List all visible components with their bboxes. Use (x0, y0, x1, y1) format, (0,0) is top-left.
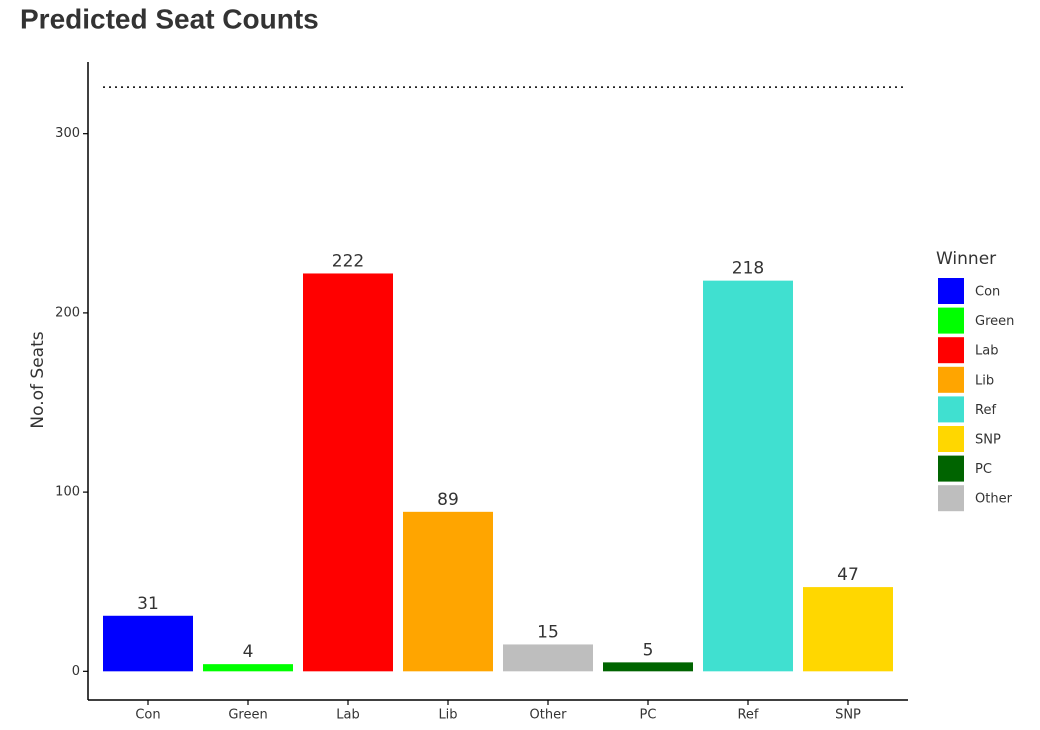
legend-swatch (938, 426, 964, 452)
legend-label: SNP (975, 433, 1001, 448)
y-tick-label: 300 (55, 126, 80, 141)
data-label: 218 (732, 259, 764, 279)
x-tick-label: Lab (336, 708, 359, 723)
legend-title: Winner (936, 249, 996, 269)
data-label: 31 (137, 594, 159, 614)
x-tick-label: PC (640, 708, 657, 723)
y-tick-label: 100 (55, 485, 80, 500)
x-tick-label: Ref (737, 708, 758, 723)
bar (503, 644, 593, 672)
bar (203, 664, 293, 672)
bar (303, 273, 393, 672)
chart-title: Predicted Seat Counts (20, 3, 319, 34)
y-tick-label: 0 (72, 664, 80, 679)
data-label: 4 (243, 642, 254, 662)
legend-label: Lab (975, 344, 998, 359)
legend-label: Con (975, 285, 1000, 300)
legend-label: Lib (975, 373, 994, 388)
legend-swatch (938, 455, 964, 482)
legend-label: Other (975, 492, 1013, 507)
legend-swatch (938, 307, 964, 334)
x-tick-label: Con (135, 708, 160, 723)
legend-label: Green (975, 314, 1014, 329)
bar (603, 662, 693, 672)
data-label: 5 (643, 640, 654, 660)
legend-swatch (938, 337, 964, 364)
data-label: 222 (332, 251, 364, 271)
bar (103, 615, 193, 672)
x-tick-label: SNP (835, 708, 861, 723)
bar (703, 280, 793, 672)
bar (403, 511, 493, 672)
y-tick-label: 200 (55, 305, 80, 320)
data-label: 89 (437, 490, 459, 510)
x-tick-label: Lib (438, 708, 457, 723)
legend-swatch (938, 366, 964, 393)
data-label: 15 (537, 622, 559, 642)
legend-label: PC (975, 462, 992, 477)
x-tick-label: Green (228, 708, 267, 723)
legend-label: Ref (975, 403, 996, 418)
y-axis-label: No.of Seats (28, 331, 48, 428)
x-tick-label: Other (530, 708, 568, 723)
legend-swatch (938, 485, 964, 512)
data-label: 47 (837, 565, 859, 585)
bar (803, 587, 893, 672)
legend-swatch (938, 396, 964, 423)
legend-swatch (938, 278, 964, 304)
